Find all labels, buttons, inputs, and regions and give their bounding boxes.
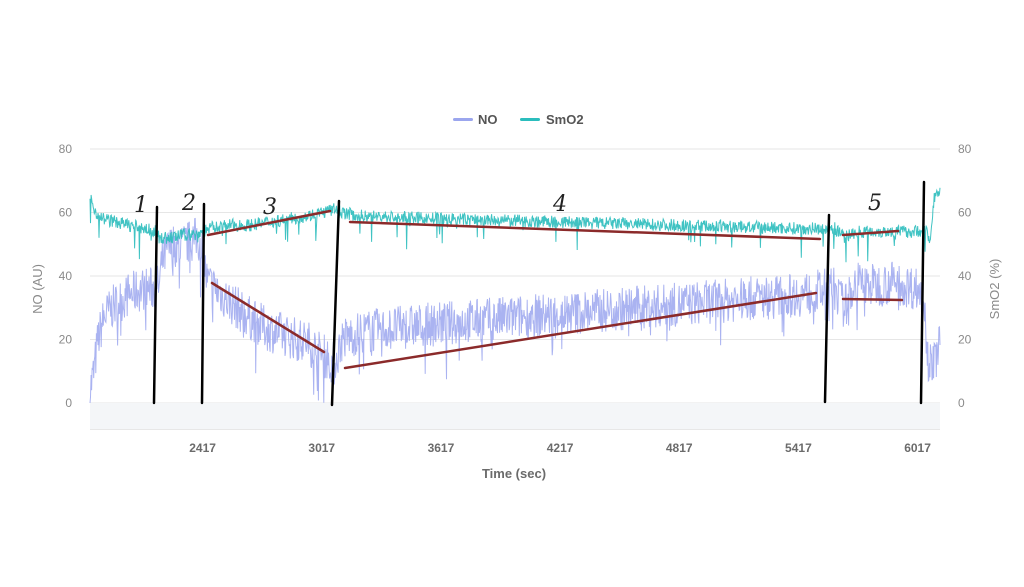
- legend-swatch-no: [453, 118, 473, 121]
- x-tick-3617: 3617: [428, 441, 455, 455]
- y-left-tick-60: 60: [59, 206, 73, 220]
- y-left-tick-0: 0: [65, 396, 72, 410]
- phase-boundary-1: [152, 205, 159, 405]
- y-axis-left-ticks: 0 20 40 60 80: [59, 142, 73, 410]
- y-right-tick-20: 20: [958, 333, 972, 347]
- x-axis-title: Time (sec): [482, 466, 546, 481]
- y-axis-right-ticks: 0 20 40 60 80: [958, 142, 972, 410]
- phase-boundary-5: [919, 180, 926, 405]
- y-left-tick-40: 40: [59, 269, 73, 283]
- y-left-tick-80: 80: [59, 142, 73, 156]
- phase-boundary-2: [200, 202, 206, 405]
- legend-item-no[interactable]: NO: [453, 112, 498, 127]
- y-right-tick-0: 0: [958, 396, 965, 410]
- y-right-tick-40: 40: [958, 269, 972, 283]
- phase-label-5: 5: [868, 191, 882, 216]
- series-layer: [89, 187, 941, 404]
- trend-line-6: [841, 297, 904, 302]
- series-line-no: [89, 217, 941, 404]
- y-axis-right-title: SmO2 (%): [987, 259, 1002, 320]
- x-tick-4817: 4817: [666, 441, 693, 455]
- legend-item-smo2[interactable]: SmO2: [520, 112, 584, 127]
- series-line-smo2: [89, 187, 941, 263]
- legend-label-smo2: SmO2: [546, 112, 584, 127]
- legend-swatch-smo2: [520, 118, 540, 121]
- x-tick-6017: 6017: [904, 441, 931, 455]
- x-tick-5417: 5417: [785, 441, 812, 455]
- y-right-tick-80: 80: [958, 142, 972, 156]
- x-tick-2417: 2417: [189, 441, 216, 455]
- phase-label-2: 2: [181, 191, 196, 216]
- phase-label-1: 1: [134, 193, 148, 218]
- phase-boundary-4: [823, 213, 831, 404]
- trend-line-3: [841, 229, 900, 237]
- x-tick-3017: 3017: [308, 441, 335, 455]
- y-axis-left-title: NO (AU): [30, 264, 45, 314]
- phase-label-3: 3: [263, 195, 277, 220]
- y-left-tick-20: 20: [59, 333, 73, 347]
- legend: NO SmO2: [453, 112, 584, 127]
- legend-label-no: NO: [478, 112, 498, 127]
- trend-line-5: [343, 291, 818, 370]
- baseline-band: [90, 403, 940, 429]
- trend-line-4: [210, 281, 326, 354]
- phase-boundary-3: [330, 199, 341, 407]
- trend-line-2: [348, 220, 822, 241]
- phase-label-4: 4: [552, 192, 567, 217]
- annotations: 1 2 3 4 5: [134, 180, 926, 407]
- trend-line-1: [206, 209, 332, 237]
- x-tick-4217: 4217: [547, 441, 574, 455]
- x-axis-ticks: 2417 3017 3617 4217 4817 5417 6017: [189, 441, 931, 455]
- y-right-tick-60: 60: [958, 206, 972, 220]
